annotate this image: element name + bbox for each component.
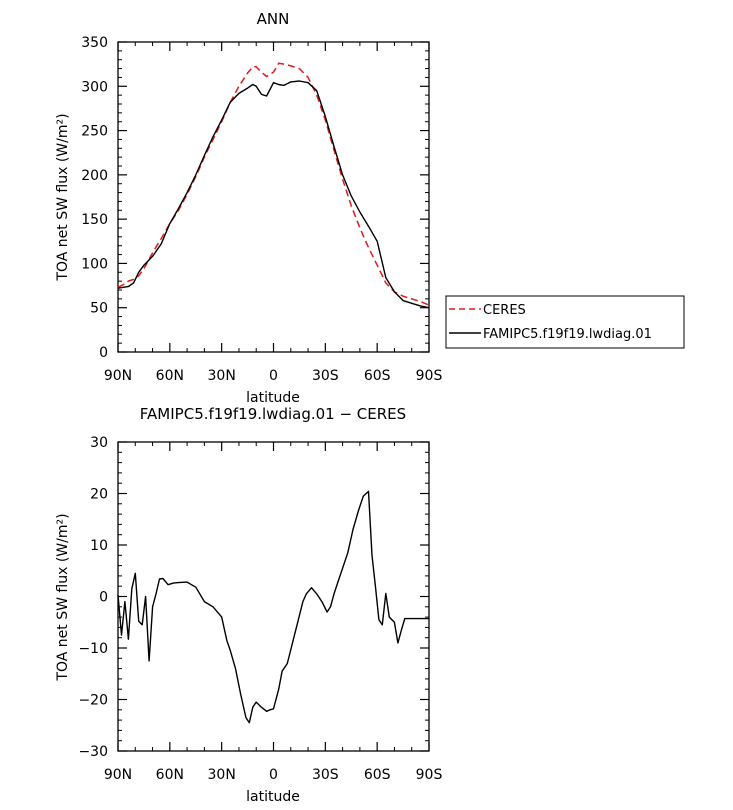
y-tick-label: 350 <box>81 35 108 51</box>
x-tick-label: 60N <box>156 368 184 384</box>
y-tick-label: 50 <box>90 301 108 317</box>
y-tick-label: −20 <box>78 693 108 709</box>
x-axis-label: latitude <box>246 390 300 406</box>
x-tick-label: 60S <box>364 368 391 384</box>
chart-title: FAMIPC5.f19f19.lwdiag.01 − CERES <box>140 405 406 423</box>
y-tick-label: 200 <box>81 168 108 184</box>
x-tick-label: 0 <box>269 767 278 783</box>
legend: CERES FAMIPC5.f19f19.lwdiag.01 <box>445 295 685 349</box>
y-tick-label: 250 <box>81 124 108 140</box>
y-tick-label: −30 <box>78 744 108 760</box>
x-tick-label: 60S <box>364 767 391 783</box>
x-tick-label: 30N <box>208 368 236 384</box>
y-tick-label: 0 <box>99 590 108 606</box>
y-tick-label: 100 <box>81 256 108 272</box>
x-axis-label: latitude <box>246 789 300 805</box>
series-line-difference <box>117 490 429 724</box>
series-line-model <box>117 80 430 309</box>
legend-label-ceres: CERES <box>483 303 526 318</box>
chart-title: ANN <box>257 10 290 28</box>
panel-difference: FAMIPC5.f19f19.lwdiag.01 − CERES −30 −20 −… <box>55 405 442 805</box>
x-tick-label: 90S <box>416 368 443 384</box>
y-axis-label: TOA net SW flux (W/m²) <box>55 113 71 281</box>
y-tick-label: 300 <box>81 79 108 95</box>
x-tick-label: 90N <box>104 767 132 783</box>
plot-frame <box>117 441 430 752</box>
x-tick-label: 30N <box>208 767 236 783</box>
x-tick-label: 30S <box>312 767 339 783</box>
x-tick-label: 0 <box>269 368 278 384</box>
y-tick-label: 30 <box>90 435 108 451</box>
y-tick-label: 20 <box>90 487 108 503</box>
y-tick-label: 10 <box>90 538 108 554</box>
series-line-ceres <box>117 62 430 306</box>
x-tick-label: 90S <box>416 767 443 783</box>
panel-annual-flux: ANN 0 50 100 150 200 250 300 350 90N 60N 30N 0 30S 6… <box>55 10 442 406</box>
y-tick-label: −10 <box>78 641 108 657</box>
y-tick-label: 0 <box>99 345 108 361</box>
x-tick-label: 90N <box>104 368 132 384</box>
plot-frame <box>117 41 430 353</box>
y-tick-label: 150 <box>81 212 108 228</box>
x-tick-label: 60N <box>156 767 184 783</box>
y-axis-label: TOA net SW flux (W/m²) <box>55 513 71 681</box>
legend-label-model: FAMIPC5.f19f19.lwdiag.01 <box>483 327 652 342</box>
x-tick-label: 30S <box>312 368 339 384</box>
legend-box <box>445 295 685 349</box>
